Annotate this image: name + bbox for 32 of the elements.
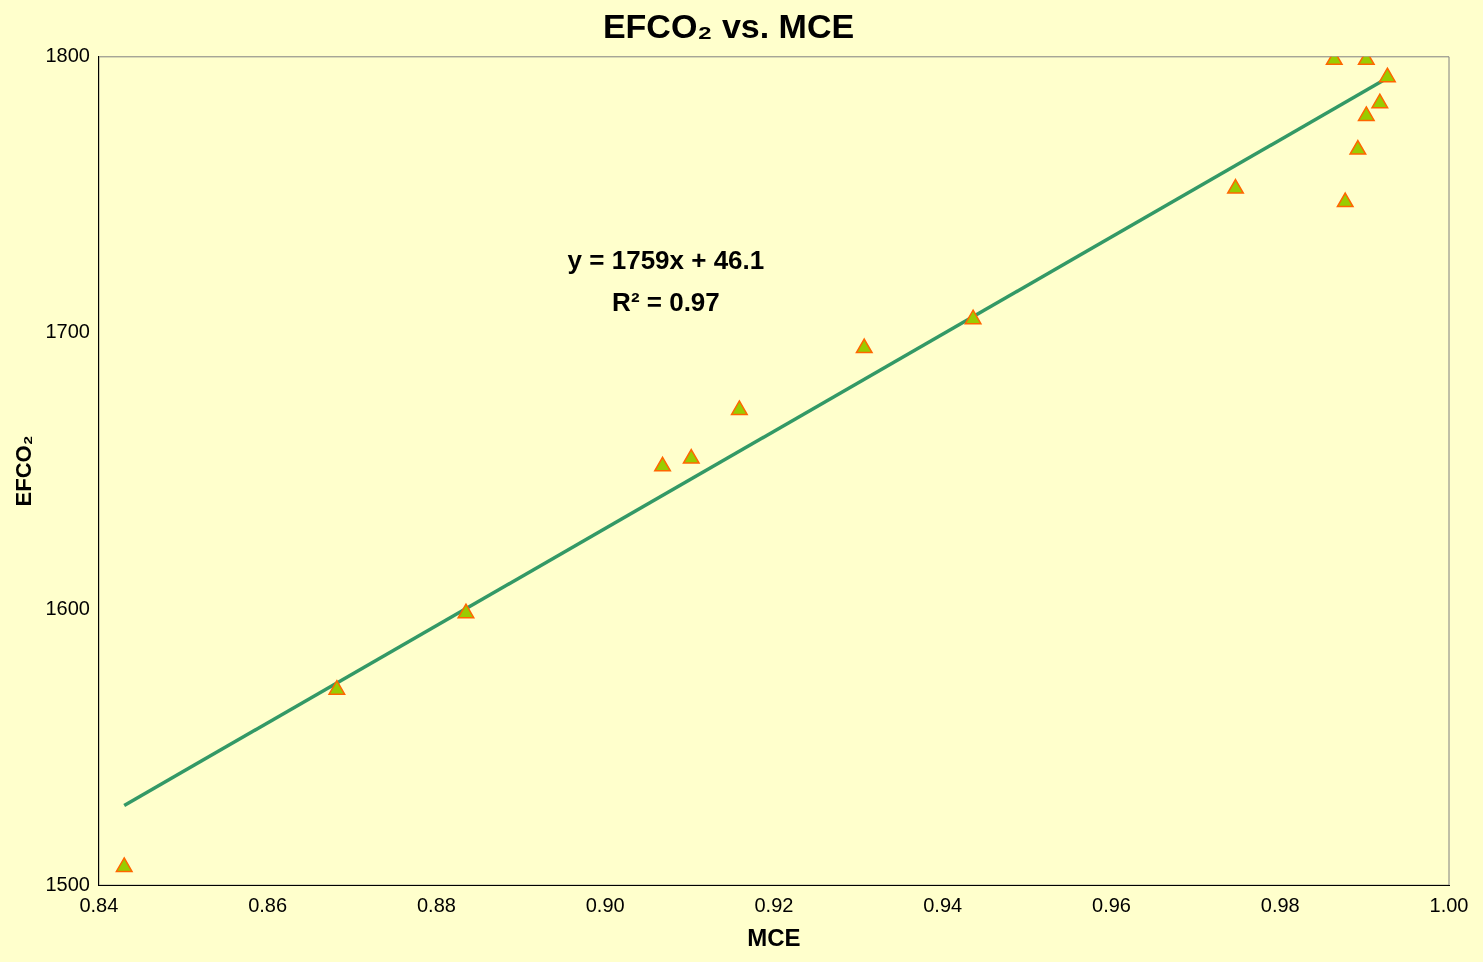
- point: [682, 448, 700, 464]
- x-tick-label: 0.86: [248, 893, 288, 916]
- annotation: y = 1759x + 46.1: [567, 244, 765, 275]
- chart-title: EFCO₂ vs. MCE: [602, 6, 855, 45]
- y-axis-title: EFCO₂: [11, 435, 37, 507]
- point: [1226, 178, 1245, 194]
- x-tick-label: 0.90: [585, 893, 625, 916]
- point: [1357, 106, 1375, 122]
- point: [328, 679, 346, 695]
- y-tick-label: 1800: [45, 44, 90, 67]
- x-tick-label: 0.96: [1092, 893, 1131, 916]
- x-tick-label: 0.98: [1260, 893, 1300, 916]
- x-tick-label: 0.94: [923, 893, 963, 916]
- point: [1349, 139, 1367, 155]
- point: [855, 338, 873, 354]
- x-tick-label: 0.88: [416, 893, 456, 916]
- x-tick-label: 0.84: [79, 893, 119, 916]
- y-tick-label: 1700: [45, 320, 90, 343]
- point: [1378, 67, 1396, 83]
- point: [964, 309, 982, 325]
- point: [115, 857, 133, 873]
- x-tick-label: 0.92: [754, 893, 794, 916]
- y-tick-label: 1600: [45, 596, 90, 619]
- point: [654, 456, 672, 472]
- x-axis-title: MCE: [747, 924, 801, 952]
- y-tick-label: 1500: [45, 872, 90, 895]
- point: [1371, 93, 1389, 109]
- annotation: R² = 0.97: [612, 286, 720, 317]
- point: [1336, 192, 1354, 208]
- x-tick-label: 1.00: [1429, 893, 1469, 916]
- point: [457, 603, 475, 619]
- point: [730, 400, 748, 416]
